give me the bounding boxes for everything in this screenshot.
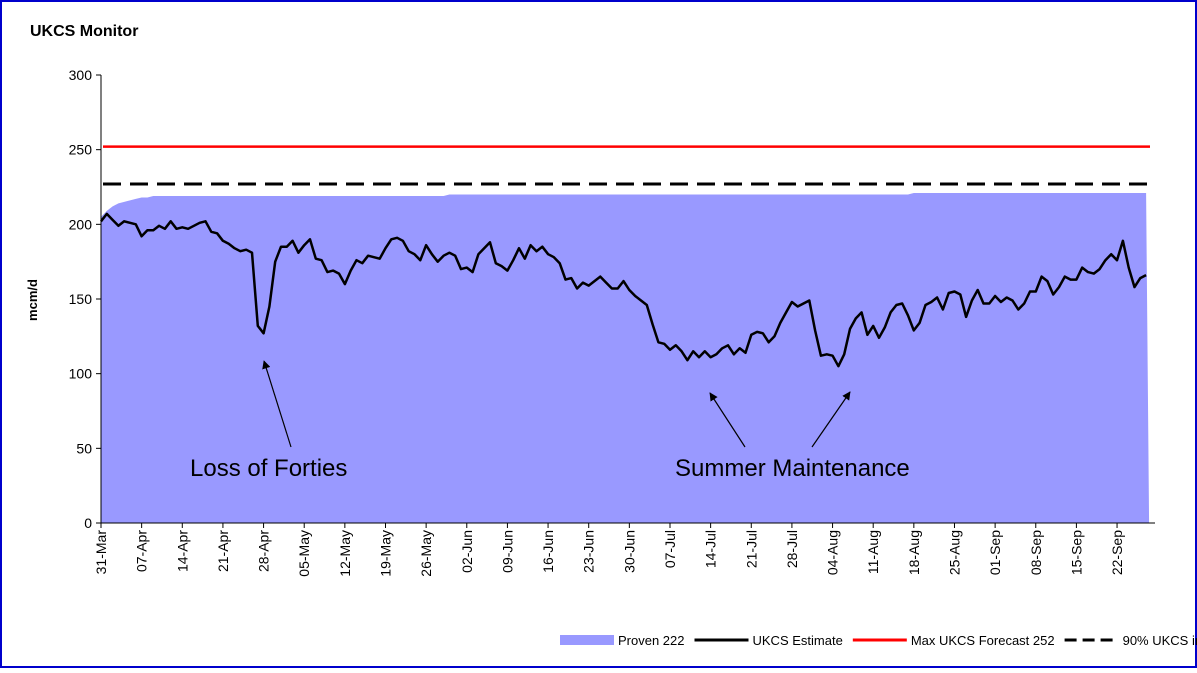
y-tick-label: 250 — [69, 142, 93, 158]
x-tick-label: 05-May — [296, 530, 312, 577]
line — [100, 212, 1147, 368]
x-tick-label: 30-Jun — [621, 530, 637, 573]
plot-area: 0 50 100 150 200 250 300 31-Mar 07-Apr 14-Apr 21-A… — [69, 67, 1155, 577]
legend-swatch — [560, 635, 614, 645]
arrow — [262, 360, 292, 448]
x-tick-label: 04-Aug — [825, 530, 841, 575]
x-tick-label: 28-Apr — [256, 530, 272, 572]
legend-label: Proven 222 — [618, 633, 685, 648]
legend-label: 90% UKCS inc High Swing 227 — [1123, 633, 1197, 648]
x-tick-label: 14-Apr — [174, 530, 190, 572]
x-tick-label: 23-Jun — [581, 530, 597, 573]
x-tick-label: 22-Sep — [1109, 530, 1125, 575]
x-tick-label: 08-Sep — [1028, 530, 1044, 575]
x-tick-label: 14-Jul — [703, 530, 719, 568]
y-tick-label: 300 — [69, 67, 93, 83]
x-tick-label: 21-Jul — [743, 530, 759, 568]
x-tick-label: 11-Aug — [865, 530, 881, 574]
y-tick-label: 150 — [69, 291, 93, 307]
annotation: Summer Maintenance — [675, 455, 910, 482]
x-tick-label: 07-Apr — [134, 530, 150, 572]
x-tick-label: 12-May — [337, 530, 353, 577]
x-tick-label: 25-Aug — [946, 530, 962, 575]
x-tick-label: 01-Sep — [987, 530, 1003, 575]
x-tick-label: 18-Aug — [906, 530, 922, 575]
arrow — [709, 392, 746, 448]
area — [101, 193, 1150, 523]
y-tick-label: 100 — [69, 366, 93, 382]
x-tick-label: 16-Jun — [540, 530, 556, 573]
chart-title: UKCS Monitor — [30, 23, 138, 40]
legend-label: Max UKCS Forecast 252 — [911, 633, 1055, 648]
x-tick-label: 21-Apr — [215, 530, 231, 572]
legend-label: UKCS Estimate — [753, 633, 843, 648]
y-tick-label: 50 — [76, 440, 92, 456]
x-tick-label: 19-May — [377, 530, 393, 577]
x-tick-label: 09-Jun — [499, 530, 515, 573]
annotation: Loss of Forties — [190, 455, 347, 482]
arrow — [811, 391, 851, 448]
y-axis-label: mcm/d — [25, 279, 40, 321]
x-tick-label: 07-Jul — [662, 530, 678, 568]
x-tick-label: 31-Mar — [93, 530, 109, 575]
x-tick-label: 28-Jul — [784, 530, 800, 568]
x-tick-label: 02-Jun — [459, 530, 475, 573]
x-tick-label: 15-Sep — [1068, 530, 1084, 575]
y-tick-label: 200 — [69, 216, 93, 232]
legend: Proven 222 UKCS Estimate Max UKCS Forecast… — [560, 633, 1197, 648]
y-tick-label: 0 — [84, 515, 92, 531]
x-tick-label: 26-May — [418, 530, 434, 577]
